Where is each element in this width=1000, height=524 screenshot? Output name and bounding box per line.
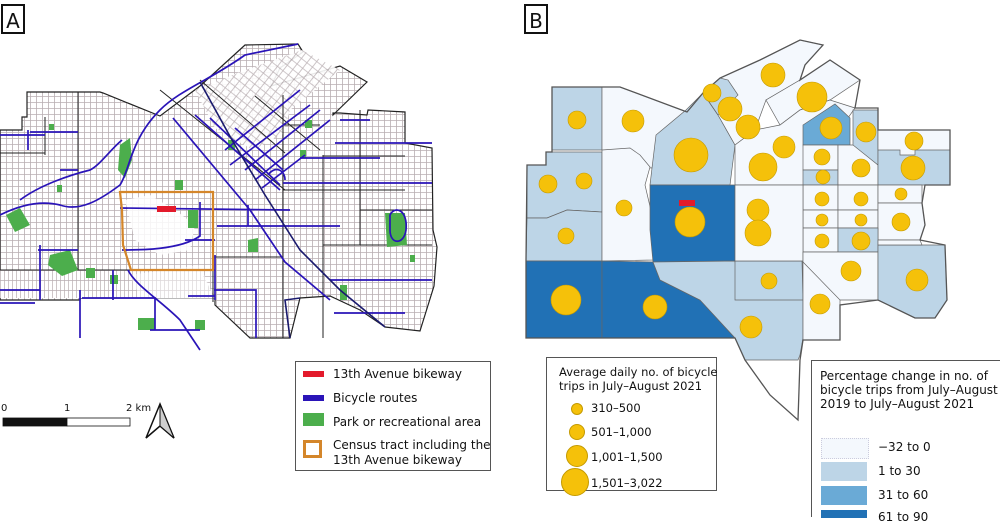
legend-choropleth-title-line2: bicycle trips from July–August [820, 383, 998, 397]
legend-circle-xlarge [561, 468, 589, 496]
legend-circles-title: Average daily no. of bicycle trips in Ju… [559, 365, 719, 393]
legend-label-61-90: 61 to 90 [878, 510, 929, 524]
legend-swatch-31-60 [821, 486, 867, 505]
legend-swatch-1-30 [821, 462, 867, 481]
legend-circles-title-line1: Average daily no. of bicycle [559, 365, 718, 379]
legend-choropleth-title-line3: 2019 to July–August 2021 [820, 397, 975, 411]
bicycle-routes [0, 43, 432, 351]
legend-percentage-change: Percentage change in no. of bicycle trip… [811, 360, 1000, 524]
legend-map-a: 13th Avenue bikeway Bicycle routes Park … [295, 361, 491, 471]
legend-circle-medium [569, 424, 585, 440]
legend-label-bikeway: 13th Avenue bikeway [333, 367, 462, 381]
legend-label-census-tract-line2: 13th Avenue bikeway [333, 453, 462, 467]
legend-circle-label-3: 1,001–1,500 [591, 450, 663, 464]
legend-circles-title-line2: trips in July–August 2021 [559, 379, 703, 393]
legend-label-31-60: 31 to 60 [878, 488, 929, 502]
legend-circle-label-4: 1,501–3,022 [591, 476, 663, 490]
scale-tick-1: 1 [64, 403, 71, 414]
legend-swatch-bicycle-routes [303, 395, 324, 401]
scale-bar [2, 417, 131, 427]
legend-swatch-61-90 [821, 510, 867, 518]
legend-swatch-bikeway [303, 371, 324, 377]
legend-swatch-park [303, 413, 324, 426]
legend-circle-sizes: Average daily no. of bicycle trips in Ju… [546, 357, 719, 496]
census-tract-outline [118, 190, 215, 272]
scale-tick-0: 0 [1, 403, 8, 414]
scale-tick-2: 2 km [126, 403, 152, 414]
legend-choropleth-title-line1: Percentage change in no. of [820, 369, 988, 383]
13th-avenue-bikeway-b [679, 200, 695, 206]
legend-label-bicycle-routes: Bicycle routes [333, 391, 418, 405]
legend-circle-large [566, 445, 588, 467]
panel-label-a: A [1, 4, 25, 34]
13th-avenue-bikeway [157, 206, 176, 212]
north-arrow-icon [145, 402, 175, 439]
legend-label-neg32-0: −32 to 0 [878, 440, 931, 454]
legend-swatch-neg32-0 [821, 438, 869, 459]
trip-circles [538, 62, 929, 339]
legend-swatch-census-tract [303, 440, 322, 458]
panel-label-b: B [524, 4, 548, 34]
legend-choropleth-title: Percentage change in no. of bicycle trip… [820, 369, 1000, 411]
legend-circle-label-1: 310–500 [591, 401, 641, 415]
legend-circle-small [571, 403, 583, 415]
city-streets [0, 43, 438, 339]
legend-circle-label-2: 501–1,000 [591, 425, 652, 439]
map-b-outline [525, 39, 951, 422]
legend-label-census-tract-line1: Census tract including the [333, 438, 491, 452]
choropleth-tracts [525, 39, 951, 361]
legend-label-1-30: 1 to 30 [878, 464, 921, 478]
legend-label-park: Park or recreational area [333, 415, 482, 429]
